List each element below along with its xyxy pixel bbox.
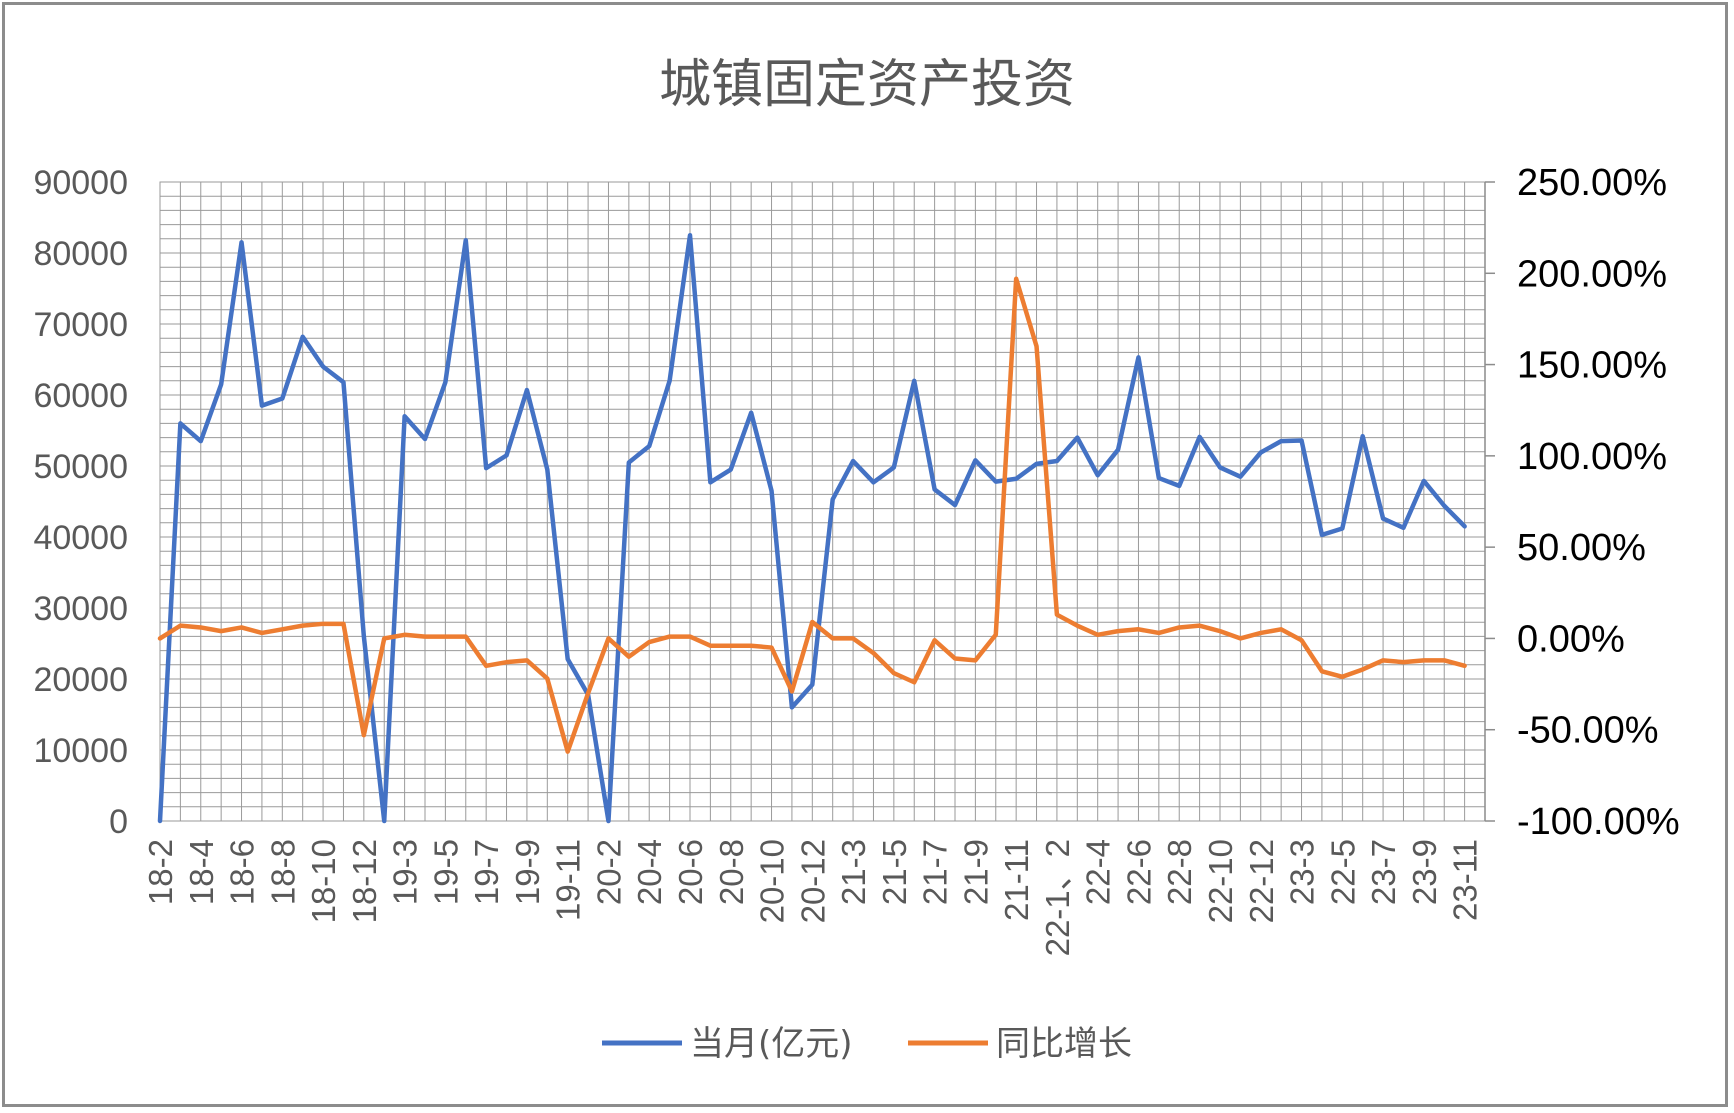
x-tick-label: 19-11 [550,839,587,921]
x-tick-label: 22-6 [1120,839,1157,905]
left-y-tick-label: 0 [109,803,128,841]
x-tick-label: 21-9 [957,839,994,905]
series-layer [157,233,1467,824]
x-tick-label: 20-4 [631,839,668,905]
x-tick-label: 21-5 [876,839,913,905]
x-tick-label: 18-8 [264,839,301,905]
x-tick-label: 22-10 [1202,839,1239,923]
plot-area [159,181,1486,822]
x-tick-label: 20-8 [713,839,750,905]
x-tick-label: 18-4 [183,839,220,905]
x-tick-label: 20-6 [672,839,709,905]
right-y-tick-label: 0.00% [1517,618,1625,660]
legend-label: 当月(亿元) [690,1024,853,1064]
x-tick-label: 23-11 [1447,839,1484,921]
x-tick-label: 22-4 [1080,839,1117,905]
x-tick-label: 19-3 [387,839,424,905]
left-y-tick-label: 90000 [33,164,128,202]
x-tick-label: 18-6 [224,839,261,905]
right-y-tick-label: 50.00% [1517,527,1646,569]
left-y-tick-label: 40000 [33,519,128,557]
left-y-tick-label: 20000 [33,661,128,699]
left-y-axis: 90000 80000 70000 60000 50000 40000 30000 20000… [33,164,128,841]
x-tick-label: 23-3 [1284,839,1321,905]
legend: 当月(亿元) 同比增长 [602,1024,1132,1064]
right-y-tick-label: 150.00% [1517,345,1667,387]
left-y-tick-label: 10000 [33,732,128,770]
left-y-tick-label: 60000 [33,377,128,415]
x-tick-label: 18-2 [142,839,179,905]
x-tick-label: 20-2 [590,839,627,905]
right-y-tick-label: 200.00% [1517,253,1667,295]
series-line [157,233,1467,824]
left-y-tick-label: 30000 [33,590,128,628]
x-tick-label: 22-8 [1161,839,1198,905]
plot-grid [159,181,1486,822]
x-tick-label: 22-12 [1243,839,1280,923]
x-tick-label: 21-11 [998,839,1035,921]
right-y-tick-label: -100.00% [1517,801,1680,843]
right-y-axis: 250.00% 200.00% 150.00% 100.00% 50.00% 0.00% -… [1485,162,1680,843]
left-y-tick-label: 50000 [33,448,128,486]
right-y-tick-label: 250.00% [1517,162,1667,204]
x-tick-label: 19-9 [509,839,546,905]
legend-label: 同比增长 [996,1024,1132,1064]
right-y-tick-label: -50.00% [1517,710,1659,752]
x-tick-label: 20-12 [794,839,831,923]
x-tick-label: 23-9 [1406,839,1443,905]
x-tick-label: 19-7 [468,839,505,905]
x-tick-label: 22-5 [1324,839,1361,905]
x-tick-label: 18-12 [346,839,383,923]
x-tick-label: 19-5 [427,839,464,905]
x-tick-label: 21-3 [835,839,872,905]
x-tick-label: 22-1、2 [1039,839,1076,956]
x-tick-label: 20-10 [754,839,791,923]
left-y-tick-label: 80000 [33,235,128,273]
right-y-tick-label: 100.00% [1517,436,1667,478]
series-line [157,276,1467,754]
x-tick-label: 23-7 [1365,839,1402,905]
x-axis: 18-2 18-4 18-6 18-8 18-10 18-12 19-3 19-5 19-7 19… [142,839,1484,956]
x-tick-label: 21-7 [917,839,954,905]
x-tick-label: 18-10 [305,839,342,923]
left-y-tick-label: 70000 [33,306,128,344]
chart-title: 城镇固定资产投资 [659,55,1075,115]
